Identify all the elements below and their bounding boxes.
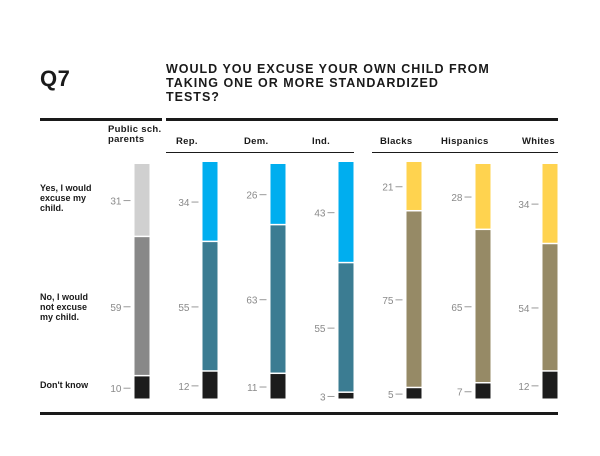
bar-no-0 (134, 237, 150, 375)
value-label-dont-know-3: 3 (320, 392, 326, 403)
value-label-dont-know-4: 5 (388, 390, 394, 401)
bar-yes-3 (338, 162, 354, 262)
bar-yes-5 (475, 164, 491, 229)
party-group-rule (166, 152, 354, 153)
value-label-no-2: 63 (246, 296, 258, 307)
value-label-yes-2: 26 (246, 191, 258, 202)
bar-no-1 (202, 242, 218, 371)
top-rule-right (166, 118, 558, 121)
bar-dont-know-0 (134, 376, 150, 399)
bar-yes-2 (270, 164, 286, 224)
bar-dont-know-3 (338, 392, 354, 399)
bar-dont-know-2 (270, 374, 286, 399)
column-header-public: Public sch. parents (108, 124, 162, 145)
value-label-dont-know-6: 12 (518, 382, 530, 393)
chart-title: WOULD YOU EXCUSE YOUR OWN CHILD FROM TAK… (166, 62, 490, 104)
value-label-yes-0: 31 (110, 197, 122, 208)
column-header-whites: Whites (522, 136, 555, 147)
bar-no-6 (542, 244, 558, 371)
bar-no-4 (406, 211, 422, 387)
top-rule-left (40, 118, 162, 121)
value-label-dont-know-5: 7 (457, 388, 463, 399)
bar-dont-know-5 (475, 383, 491, 399)
value-label-no-5: 65 (451, 303, 463, 314)
value-label-dont-know-0: 10 (110, 384, 122, 395)
column-header-blacks: Blacks (380, 136, 413, 147)
value-label-dont-know-2: 11 (247, 383, 258, 394)
race-group-rule (372, 152, 558, 153)
bar-yes-1 (202, 162, 218, 241)
bar-dont-know-6 (542, 371, 558, 399)
value-label-yes-5: 28 (451, 193, 463, 204)
bar-dont-know-1 (202, 371, 218, 399)
column-header-dem: Dem. (244, 136, 269, 147)
bar-no-2 (270, 225, 286, 373)
bar-yes-4 (406, 162, 422, 210)
row-label-yes: Yes, I would excuse my child. (40, 183, 92, 213)
value-label-no-0: 59 (110, 303, 122, 314)
bar-yes-6 (542, 164, 558, 243)
column-header-rep: Rep. (176, 136, 198, 147)
value-label-yes-6: 34 (518, 200, 530, 211)
row-label-no: No, I would not excuse my child. (40, 292, 88, 322)
value-label-no-3: 55 (314, 324, 326, 335)
value-label-no-4: 75 (382, 296, 394, 307)
value-label-yes-1: 34 (178, 198, 190, 209)
value-label-no-6: 54 (518, 304, 530, 315)
row-label-dont-know: Don't know (40, 380, 89, 390)
column-header-ind: Ind. (312, 136, 331, 147)
question-number: Q7 (40, 66, 71, 91)
value-label-yes-3: 43 (314, 209, 326, 220)
value-label-dont-know-1: 12 (178, 382, 190, 393)
column-header-hispanics: Hispanics (441, 136, 489, 147)
bar-dont-know-4 (406, 388, 422, 399)
value-label-yes-4: 21 (382, 183, 394, 194)
bar-yes-0 (134, 164, 150, 236)
bottom-rule (40, 412, 558, 415)
bar-no-3 (338, 263, 354, 392)
value-label-no-1: 55 (178, 303, 190, 314)
bar-no-5 (475, 230, 491, 382)
